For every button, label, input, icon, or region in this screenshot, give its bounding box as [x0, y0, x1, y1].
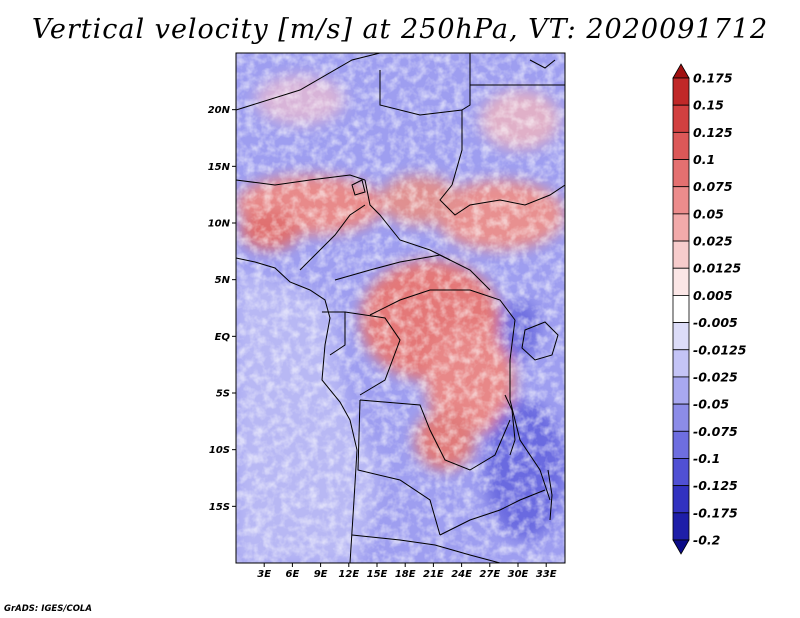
colorbar-swatch [672, 430, 690, 459]
lon-tick-label: 6E [286, 569, 300, 580]
colorbar-top-triangle [672, 63, 690, 79]
colorbar-label: 0.05 [693, 206, 724, 221]
border-sudan-ss [439, 184, 565, 216]
colorbar-label: 0.075 [693, 179, 733, 194]
colorbar-swatch [672, 267, 690, 296]
colorbar-label: -0.05 [693, 397, 729, 412]
colorbar-swatch [672, 376, 690, 405]
border-gabon [322, 311, 346, 356]
map-frame [235, 52, 566, 564]
colorbar-swatch [672, 240, 690, 269]
border-drc-north [369, 289, 516, 321]
lon-tick-label: 27E [479, 569, 500, 580]
red-sea-coast [529, 59, 556, 69]
border-niger-nigeria [236, 174, 366, 186]
field-texture [236, 53, 565, 563]
latitude-axis: 20N 15N 10N 5N EQ 5S 10S 15S [208, 105, 236, 513]
lat-tick-label: EQ [215, 332, 231, 343]
border-nigeria-cameroon [299, 204, 366, 271]
colorbar-swatch [672, 458, 690, 487]
colorbar-swatch [672, 512, 690, 541]
colorbar-swatch [672, 485, 690, 514]
chart-title: Vertical velocity [m/s] at 250hPa, VT: 2… [31, 14, 769, 45]
border-east [509, 319, 551, 501]
border-drc-south [359, 399, 511, 471]
lake-victoria [521, 321, 559, 361]
colorbar-label: 0.005 [693, 288, 733, 303]
colorbar-swatch [672, 104, 690, 133]
lat-tick-label: 5S [216, 389, 230, 400]
colorbar: 0.175 0.15 0.125 0.1 0.075 0.05 0.025 0.0125 0.0… [672, 63, 747, 555]
border-congo [344, 311, 401, 396]
border-chad [364, 179, 451, 261]
boundaries [236, 53, 565, 563]
lat-tick-label: 10S [209, 445, 230, 456]
longitude-axis: 3E 6E 9E 12E 15E 18E 21E 24E 27E 30E 33E [257, 563, 557, 580]
colorbar-label: 0.1 [693, 152, 715, 167]
velocity-field [236, 53, 565, 563]
lake-tanganyika [504, 394, 516, 456]
lon-tick-label: 30E [508, 569, 529, 580]
colorbar-label: 0.025 [693, 234, 733, 249]
coastline [236, 257, 358, 563]
border-zambia [439, 489, 546, 536]
lon-tick-label: 9E [314, 569, 328, 580]
colorbar-swatch [672, 131, 690, 160]
lat-tick-label: 15N [208, 162, 231, 173]
colorbar-label: -0.175 [693, 505, 738, 520]
lake-malawi [547, 469, 553, 521]
lon-tick-label: 24E [451, 569, 472, 580]
lon-tick-label: 21E [423, 569, 444, 580]
lon-tick-label: 3E [257, 569, 271, 580]
colorbar-swatch [672, 322, 690, 351]
colorbar-label: -0.025 [693, 369, 738, 384]
border-angola [357, 399, 441, 536]
colorbar-label: -0.1 [693, 451, 720, 466]
colorbar-swatch [672, 295, 690, 323]
lat-tick-label: 15S [209, 502, 230, 513]
lake-chad [351, 179, 366, 196]
colorbar-swatch [672, 349, 690, 378]
colorbar-swatch [672, 159, 690, 188]
lon-tick-label: 12E [338, 569, 359, 580]
colorbar-swatch [672, 213, 690, 242]
colorbar-swatch [672, 77, 690, 106]
colorbar-swatch [672, 186, 690, 215]
grads-credit: GrADS: IGES/COLA [4, 604, 92, 614]
colorbar-label: -0.005 [693, 315, 738, 330]
lon-tick-label: 15E [367, 569, 388, 580]
lat-tick-label: 5N [215, 275, 231, 286]
lon-tick-label: 33E [536, 569, 557, 580]
lat-tick-label: 10N [208, 219, 231, 230]
colorbar-label: 0.0125 [693, 261, 742, 276]
colorbar-label: -0.125 [693, 478, 738, 493]
colorbar-label: 0.125 [693, 125, 733, 140]
colorbar-label: -0.0125 [693, 342, 747, 357]
colorbar-label: 0.175 [693, 71, 733, 86]
border-libya-chad [379, 70, 463, 116]
border-car [334, 254, 491, 291]
border-egypt-sudan [451, 53, 471, 186]
colorbar-label: 0.15 [693, 98, 724, 113]
border-namibia [351, 534, 501, 563]
lat-tick-label: 20N [208, 105, 231, 116]
colorbar-bottom-triangle [672, 539, 690, 555]
border-sahara-north [236, 53, 381, 111]
colorbar-swatch [672, 403, 690, 432]
colorbar-label: -0.2 [693, 533, 720, 548]
lon-tick-label: 18E [395, 569, 416, 580]
colorbar-label: -0.075 [693, 424, 738, 439]
